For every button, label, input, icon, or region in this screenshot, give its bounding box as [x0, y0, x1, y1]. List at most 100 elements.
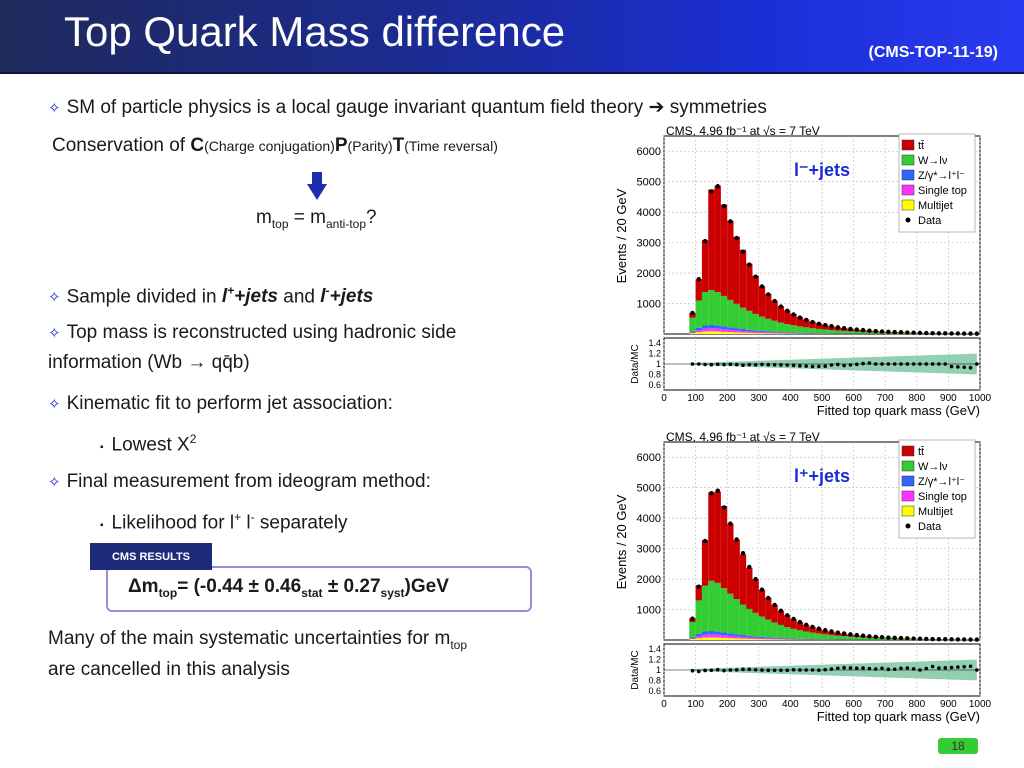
- data-point: [854, 327, 859, 332]
- ratio-point: [956, 665, 960, 669]
- legend-entry: Data: [918, 215, 942, 227]
- bar-singletop: [733, 636, 740, 639]
- ratio-axis-label: Data/MC: [630, 344, 641, 383]
- bar-wjets: [695, 600, 702, 634]
- bar-zjets: [765, 331, 772, 333]
- data-point: [759, 587, 765, 592]
- arrow-right-icon: ➔: [648, 97, 665, 118]
- bar-wjets: [758, 616, 766, 637]
- legend-swatch: [901, 475, 915, 487]
- bar-zjets: [771, 331, 778, 333]
- ratio-point: [937, 666, 941, 670]
- bullet-final: ✧ Final measurement from ideogram method:: [48, 471, 431, 492]
- ratio-point: [911, 362, 916, 366]
- bar-multijet: [752, 333, 759, 334]
- x-tick-label: 700: [877, 393, 894, 404]
- data-point: [810, 624, 815, 630]
- bar-ttbar: [752, 579, 759, 613]
- data-point: [905, 636, 910, 641]
- data-point: [841, 631, 847, 636]
- ratio-point: [690, 668, 695, 673]
- bar-wjets: [803, 631, 810, 639]
- bar-multijet: [714, 331, 721, 334]
- y-tick-label: 3000: [637, 238, 661, 250]
- bar-ttbar: [714, 185, 721, 293]
- bar-multijet: [746, 638, 753, 640]
- ratio-point: [836, 666, 840, 671]
- ratio-point: [709, 362, 714, 367]
- ratio-point: [949, 364, 954, 369]
- ratio-point: [817, 364, 821, 369]
- bar-ttbar: [796, 622, 804, 631]
- bar-wjets: [822, 634, 829, 640]
- data-point: [841, 326, 847, 331]
- ratio-point: [842, 665, 846, 670]
- bar-zjets: [790, 332, 797, 334]
- bar-singletop: [689, 638, 696, 640]
- bar-singletop: [708, 634, 715, 638]
- bar-wjets: [815, 633, 822, 640]
- bar-multijet: [708, 637, 715, 640]
- bar-wjets: [771, 622, 778, 638]
- bar-wjets: [809, 328, 816, 334]
- bar-wjets: [739, 604, 747, 635]
- bar-zjets: [695, 633, 702, 637]
- bar-wjets: [840, 636, 848, 640]
- data-point: [690, 310, 695, 316]
- ratio-point: [836, 362, 840, 367]
- data-point: [943, 637, 948, 642]
- y-tick-label: 6000: [637, 146, 661, 158]
- bar-wjets: [790, 325, 797, 333]
- bar-wjets: [859, 331, 867, 334]
- bar-zjets: [752, 636, 759, 638]
- legend-box: [898, 133, 976, 233]
- data-point: [854, 632, 859, 638]
- ratio-point: [753, 363, 758, 367]
- bar-singletop: [727, 635, 734, 639]
- y-tick-label: 3000: [637, 544, 661, 556]
- bar-wjets: [777, 322, 785, 333]
- data-point: [797, 315, 803, 320]
- bar-wjets: [752, 612, 759, 637]
- bar-zjets: [777, 332, 785, 333]
- bullet-reco-cont: information (Wb → qq̄b): [48, 352, 250, 373]
- channel-label: l⁻+jets: [794, 160, 850, 180]
- ratio-point: [772, 362, 777, 367]
- ratio-point: [741, 667, 745, 672]
- bar-multijet: [765, 333, 772, 334]
- ratio-tick-label: 0.8: [648, 675, 661, 685]
- data-point: [867, 634, 872, 639]
- ratio-point: [715, 667, 720, 672]
- bar-multijet: [714, 637, 721, 640]
- x-axis-label: Fitted top quark mass (GeV): [817, 709, 980, 724]
- data-point: [709, 189, 714, 194]
- data-point: [702, 238, 708, 244]
- ratio-point: [886, 362, 891, 366]
- data-point: [886, 635, 891, 640]
- bar-wjets: [708, 289, 715, 326]
- bar-multijet: [727, 332, 734, 334]
- ratio-point: [747, 362, 752, 367]
- bar-zjets: [701, 631, 709, 635]
- bar-zjets: [739, 328, 747, 331]
- bar-zjets: [784, 638, 791, 640]
- bar-multijet: [758, 639, 766, 640]
- bar-ttbar: [720, 505, 728, 589]
- data-point: [955, 331, 961, 336]
- bar-wjets: [727, 299, 734, 328]
- bar-singletop: [752, 637, 759, 640]
- bar-ttbar: [758, 286, 766, 317]
- bar-singletop: [720, 329, 728, 332]
- legend-entry: Multijet: [918, 506, 953, 518]
- bar-zjets: [708, 325, 715, 329]
- bar-ttbar: [733, 236, 740, 304]
- bar-singletop: [784, 639, 791, 640]
- bar-zjets: [727, 633, 734, 636]
- bar-multijet: [777, 333, 785, 334]
- data-point: [917, 330, 923, 336]
- y-tick-label: 5000: [637, 483, 661, 495]
- bar-ttbar: [771, 300, 778, 321]
- legend-entry: Z/γ*→l⁺l⁻: [918, 476, 965, 488]
- bullet-kinematic: ✧ Kinematic fit to perform jet associatio…: [48, 393, 393, 414]
- ratio-point: [728, 668, 733, 672]
